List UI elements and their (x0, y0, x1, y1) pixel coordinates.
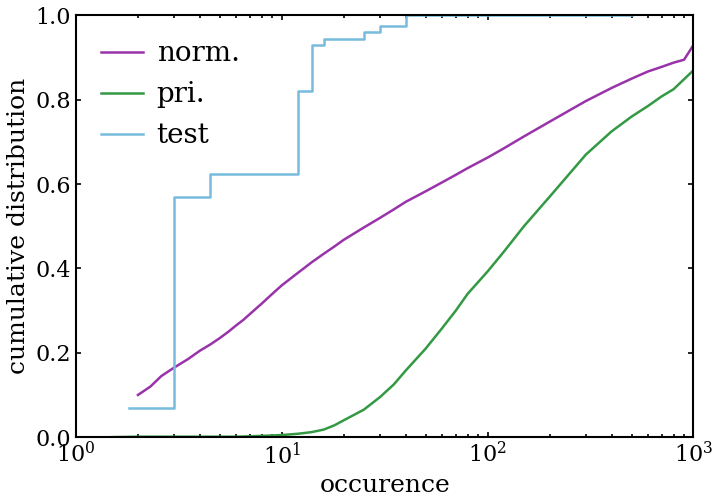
Y-axis label: cumulative distribution: cumulative distribution (7, 78, 30, 374)
Legend: norm., pri., test: norm., pri., test (90, 29, 251, 160)
X-axis label: occurence: occurence (320, 474, 450, 497)
